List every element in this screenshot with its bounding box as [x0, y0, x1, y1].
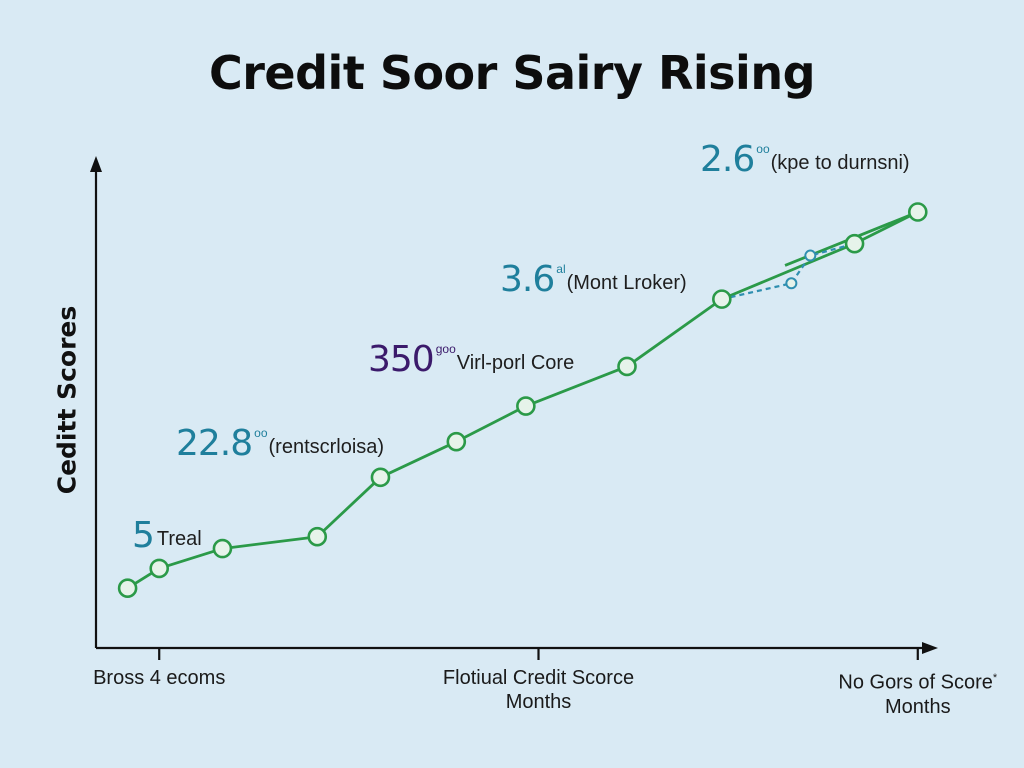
data-point — [617, 356, 637, 377]
data-point — [212, 538, 233, 559]
x-tick-label-main: No Gors of Score — [838, 671, 993, 694]
data-point — [907, 202, 928, 222]
data-point — [446, 431, 467, 452]
data-point — [370, 467, 391, 488]
data-point — [785, 277, 798, 290]
x-tick-label-main: Flotiual Credit Scorce — [442, 667, 635, 689]
data-point — [307, 526, 328, 547]
annotation-text: (Mont Lroker) — [566, 271, 687, 294]
x-tick-label: Bross 4 ecoms — [93, 666, 225, 690]
x-tick-sublabel: Months — [884, 695, 951, 718]
annotation-value: 2.6 — [700, 139, 755, 180]
data-point — [844, 233, 865, 254]
annotation-superscript: al — [556, 262, 566, 276]
annotation-value: 5 — [132, 515, 155, 556]
y-axis-arrow — [90, 156, 102, 172]
data-point — [712, 289, 732, 309]
x-tick-label: No Gors of Score* Months — [838, 666, 997, 719]
x-tick-sublabel: Months — [505, 691, 572, 713]
annotation-superscript: oo — [254, 426, 268, 440]
data-point — [804, 249, 817, 262]
annotation-superscript: goo — [435, 342, 456, 356]
annotation-mont-lroker: 3.6 al (Mont Lroker) — [500, 260, 687, 300]
x-tick-label-text: Bross 4 ecoms — [93, 666, 225, 690]
annotation-text: Virl-porl Core — [456, 351, 575, 374]
annotation-text: (kpe to durnsni) — [770, 151, 910, 174]
annotation-text: Treal — [156, 527, 202, 550]
annotation-value: 22.8 — [176, 423, 253, 464]
x-tick-label-text: No Gors of Score* — [838, 666, 997, 695]
annotation-rentscrloisa: 22.8 oo (rentscrloisa) — [176, 424, 384, 464]
chart-axes — [90, 156, 938, 654]
x-tick-label-main: Bross 4 ecoms — [93, 667, 226, 689]
annotation-virl-porl-core: 350 goo Virl-porl Core — [368, 340, 574, 380]
x-tick-label-text: Flotiual Credit Scorce — [443, 666, 634, 690]
annotation-superscript: oo — [756, 142, 770, 156]
chart-title: Credit Soor Sairy Rising — [208, 46, 816, 100]
annotation-kpe-to-durnsni: 2.6 oo (kpe to durnsni) — [700, 140, 910, 180]
annotation-text: (rentscrloisa) — [268, 435, 385, 458]
x-axis-arrow — [922, 642, 938, 654]
x-tick-marker: * — [992, 672, 998, 684]
data-point — [117, 578, 138, 599]
annotation-value: 350 — [368, 339, 435, 380]
series-line-1 — [721, 242, 855, 301]
data-point — [149, 558, 170, 579]
annotation-value: 3.6 — [500, 259, 555, 300]
annotation-treal: 5 Treal — [132, 516, 202, 556]
data-point — [516, 396, 536, 416]
x-tick-label: Flotiual Credit Scorce Months — [443, 666, 634, 714]
